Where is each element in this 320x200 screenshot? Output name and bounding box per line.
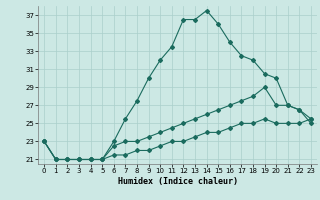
X-axis label: Humidex (Indice chaleur): Humidex (Indice chaleur)	[118, 177, 238, 186]
